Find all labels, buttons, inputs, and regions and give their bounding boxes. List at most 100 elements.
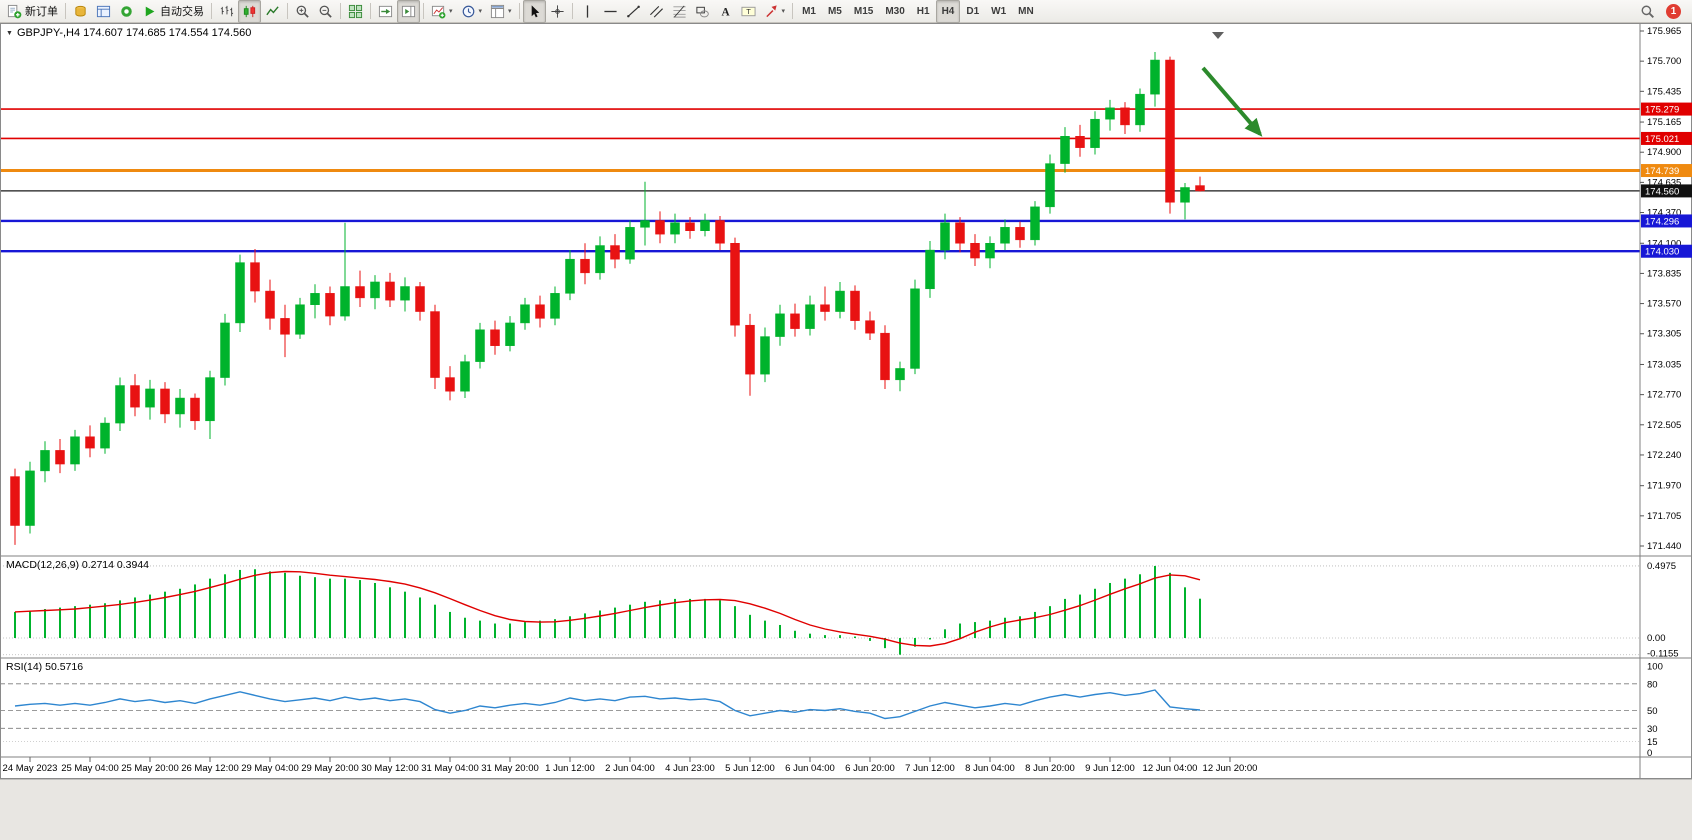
tile-windows-button[interactable] — [344, 0, 367, 23]
tf-h4-button[interactable]: H4 — [935, 0, 961, 23]
svg-text:7 Jun 12:00: 7 Jun 12:00 — [905, 763, 955, 774]
svg-text:175.279: 175.279 — [1645, 105, 1679, 116]
chart-background — [0, 23, 1692, 779]
crosshair-button[interactable] — [546, 0, 569, 23]
line-icon — [265, 4, 280, 19]
svg-text:12 Jun 04:00: 12 Jun 04:00 — [1143, 763, 1198, 774]
svg-text:175.435: 175.435 — [1647, 86, 1681, 97]
svg-text:6 Jun 04:00: 6 Jun 04:00 — [785, 763, 835, 774]
price-axis[interactable]: 175.965 175.700 175.435 175.165 174.900 174.6… — [1640, 26, 1681, 552]
svg-text:174.370: 174.370 — [1647, 208, 1681, 219]
zoom-out-icon — [318, 4, 333, 19]
horizontal-line-button[interactable] — [599, 0, 622, 23]
indicator-gridlines — [0, 565, 1640, 743]
trendline-icon — [626, 4, 641, 19]
navigator-button[interactable] — [115, 0, 138, 23]
svg-text:25 May 04:00: 25 May 04:00 — [61, 763, 119, 774]
notification-badge[interactable]: 1 — [1666, 3, 1681, 19]
svg-text:50: 50 — [1647, 706, 1658, 717]
data-window-button[interactable] — [92, 0, 115, 23]
play-icon — [142, 4, 157, 19]
svg-text:174.560: 174.560 — [1645, 186, 1679, 197]
autotrading-button-label: 自动交易 — [160, 6, 204, 18]
svg-text:0.4975: 0.4975 — [1647, 561, 1676, 572]
toolbar-separator — [211, 3, 212, 19]
zoom-out-button[interactable] — [314, 0, 337, 23]
bar-chart-button[interactable] — [215, 0, 238, 23]
arrows-button[interactable]: ▾ — [760, 0, 790, 23]
indicators-icon — [431, 4, 446, 19]
tf-m15-button[interactable]: M15 — [848, 0, 879, 23]
svg-text:25 May 20:00: 25 May 20:00 — [121, 763, 179, 774]
tf-mn-button[interactable]: MN — [1012, 0, 1040, 23]
candlestick-chart-button[interactable] — [238, 0, 261, 23]
tf-w1-button[interactable]: W1 — [985, 0, 1012, 23]
time-axis[interactable]: 24 May 2023 25 May 04:00 25 May 20:00 26 Ma… — [3, 757, 1258, 774]
auto-scroll-button[interactable] — [374, 0, 397, 23]
indicators-button[interactable]: ▾ — [427, 0, 457, 23]
svg-text:174.739: 174.739 — [1645, 166, 1679, 177]
svg-text:174.100: 174.100 — [1647, 238, 1681, 249]
shapes-icon — [695, 4, 710, 19]
trendline-button[interactable] — [622, 0, 645, 23]
dropdown-caret-icon: ▾ — [781, 7, 786, 15]
shapes-button[interactable] — [691, 0, 714, 23]
tf-m1-button[interactable]: M1 — [796, 0, 822, 23]
tf-h1-button[interactable]: H1 — [911, 0, 936, 23]
svg-text:172.770: 172.770 — [1647, 390, 1681, 401]
clock-icon — [461, 4, 476, 19]
chart-window: 175.965 175.700 175.435 175.165 174.900 174.6… — [0, 23, 1692, 840]
text-button[interactable]: A — [714, 0, 737, 23]
toolbar-separator — [340, 3, 341, 19]
new-order-button[interactable]: 新订单 — [3, 0, 62, 23]
toolbar-separator — [287, 3, 288, 19]
svg-text:31 May 04:00: 31 May 04:00 — [421, 763, 479, 774]
zoom-in-button[interactable] — [291, 0, 314, 23]
data-window-icon — [96, 4, 111, 19]
chart-frame — [0, 23, 1692, 780]
svg-text:171.440: 171.440 — [1647, 541, 1681, 552]
svg-text:174.296: 174.296 — [1645, 216, 1679, 227]
toolbar-separator — [370, 3, 371, 19]
tf-d1-button[interactable]: D1 — [960, 0, 985, 23]
hline-icon — [603, 4, 618, 19]
market-watch-button[interactable] — [69, 0, 92, 23]
periods-button[interactable]: ▾ — [457, 0, 487, 23]
tf-h4-button-label: H4 — [941, 5, 955, 17]
templates-button[interactable]: ▾ — [486, 0, 516, 23]
dropdown-caret-icon: ▾ — [478, 7, 483, 15]
arrow-annotation[interactable] — [1201, 66, 1263, 137]
autotrading-button[interactable]: 自动交易 — [138, 0, 208, 23]
svg-text:171.705: 171.705 — [1647, 511, 1681, 522]
tf-m30-button[interactable]: M30 — [879, 0, 910, 23]
window-bottom-filler — [0, 779, 1692, 840]
chart-shift-marker-icon[interactable] — [1212, 32, 1224, 39]
svg-text:8 Jun 20:00: 8 Jun 20:00 — [1025, 763, 1075, 774]
svg-text:100: 100 — [1647, 662, 1663, 673]
tf-m5-button[interactable]: M5 — [822, 0, 848, 23]
text-label-button[interactable]: T — [737, 0, 760, 23]
cursor-button[interactable] — [522, 0, 546, 23]
svg-text:26 May 12:00: 26 May 12:00 — [181, 763, 239, 774]
bars-icon — [219, 4, 234, 19]
template-icon — [490, 4, 505, 19]
chart-shift-icon — [401, 4, 416, 19]
svg-text:A: A — [721, 6, 730, 18]
svg-text:2 Jun 04:00: 2 Jun 04:00 — [605, 763, 655, 774]
new-order-button-label: 新订单 — [25, 6, 58, 18]
svg-text:12 Jun 20:00: 12 Jun 20:00 — [1203, 763, 1258, 774]
text-a-icon: A — [718, 4, 733, 19]
channel-button[interactable] — [645, 0, 668, 23]
chart-shift-button[interactable] — [397, 0, 420, 23]
line-chart-button[interactable] — [261, 0, 284, 23]
svg-text:174.635: 174.635 — [1647, 177, 1681, 188]
svg-text:174.900: 174.900 — [1647, 147, 1681, 158]
vertical-line-button[interactable] — [576, 0, 599, 23]
tf-m30-button-label: M30 — [885, 5, 905, 17]
fibonacci-button[interactable] — [668, 0, 691, 23]
auto-scroll-icon — [378, 4, 393, 19]
svg-text:31 May 20:00: 31 May 20:00 — [481, 763, 539, 774]
svg-text:175.700: 175.700 — [1647, 56, 1681, 67]
arrows-icon — [764, 4, 779, 19]
search-button[interactable] — [1636, 0, 1659, 23]
